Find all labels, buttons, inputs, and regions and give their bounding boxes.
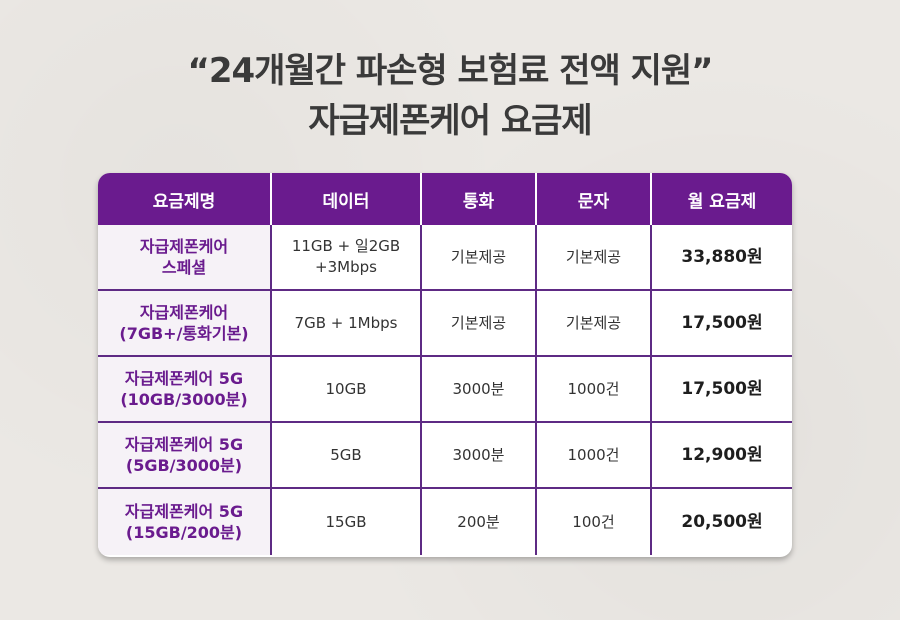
plan-name-cell: 자급제폰케어 스페셜 bbox=[98, 225, 272, 291]
call-cell: 3000분 bbox=[421, 356, 537, 423]
fee-cell: 33,880원 bbox=[651, 225, 792, 291]
headline-line2: 자급제폰케어 요금제 bbox=[308, 101, 592, 141]
plan-table: 요금제명 데이터 통화 문자 월 요금제 자급제폰케어 스페셜 11GB + 일… bbox=[98, 173, 792, 557]
data-cell: 15GB bbox=[271, 488, 422, 555]
table-row: 자급제폰케어 5G (5GB/3000분) 5GB 3000분 1000건 12… bbox=[98, 422, 792, 489]
headline-line1: “24개월간 파손형 보험료 전액 지원” bbox=[187, 51, 714, 91]
fee-cell: 17,500원 bbox=[651, 356, 792, 423]
plan-name-cell: 자급제폰케어 (7GB+/통화기본) bbox=[98, 290, 272, 357]
header-data: 데이터 bbox=[271, 173, 422, 225]
header-call: 통화 bbox=[421, 173, 537, 225]
call-cell: 기본제공 bbox=[421, 225, 537, 291]
table-row: 자급제폰케어 5G (10GB/3000분) 10GB 3000분 1000건 … bbox=[98, 356, 792, 423]
plan-name-cell: 자급제폰케어 5G (10GB/3000분) bbox=[98, 356, 272, 423]
call-cell: 3000분 bbox=[421, 422, 537, 489]
table-row: 자급제폰케어 스페셜 11GB + 일2GB +3Mbps 기본제공 기본제공 … bbox=[98, 225, 792, 291]
data-cell: 10GB bbox=[271, 356, 422, 423]
call-cell: 200분 bbox=[421, 488, 537, 555]
plan-name-cell: 자급제폰케어 5G (5GB/3000분) bbox=[98, 422, 272, 489]
sms-cell: 기본제공 bbox=[536, 290, 652, 357]
sms-cell: 100건 bbox=[536, 488, 652, 555]
headline: “24개월간 파손형 보험료 전액 지원” 자급제폰케어 요금제 bbox=[0, 46, 900, 146]
data-cell: 5GB bbox=[271, 422, 422, 489]
fee-cell: 17,500원 bbox=[651, 290, 792, 357]
table-row: 자급제폰케어 (7GB+/통화기본) 7GB + 1Mbps 기본제공 기본제공… bbox=[98, 290, 792, 357]
sms-cell: 1000건 bbox=[536, 356, 652, 423]
plan-name-cell: 자급제폰케어 5G (15GB/200분) bbox=[98, 488, 272, 555]
call-cell: 기본제공 bbox=[421, 290, 537, 357]
data-cell: 7GB + 1Mbps bbox=[271, 290, 422, 357]
fee-cell: 12,900원 bbox=[651, 422, 792, 489]
sms-cell: 1000건 bbox=[536, 422, 652, 489]
table-header-row: 요금제명 데이터 통화 문자 월 요금제 bbox=[98, 173, 792, 225]
sms-cell: 기본제공 bbox=[536, 225, 652, 291]
header-sms: 문자 bbox=[536, 173, 652, 225]
header-plan-name: 요금제명 bbox=[98, 173, 272, 225]
header-monthly-fee: 월 요금제 bbox=[651, 173, 792, 225]
table-row: 자급제폰케어 5G (15GB/200분) 15GB 200분 100건 20,… bbox=[98, 488, 792, 555]
data-cell: 11GB + 일2GB +3Mbps bbox=[271, 225, 422, 291]
fee-cell: 20,500원 bbox=[681, 511, 763, 532]
